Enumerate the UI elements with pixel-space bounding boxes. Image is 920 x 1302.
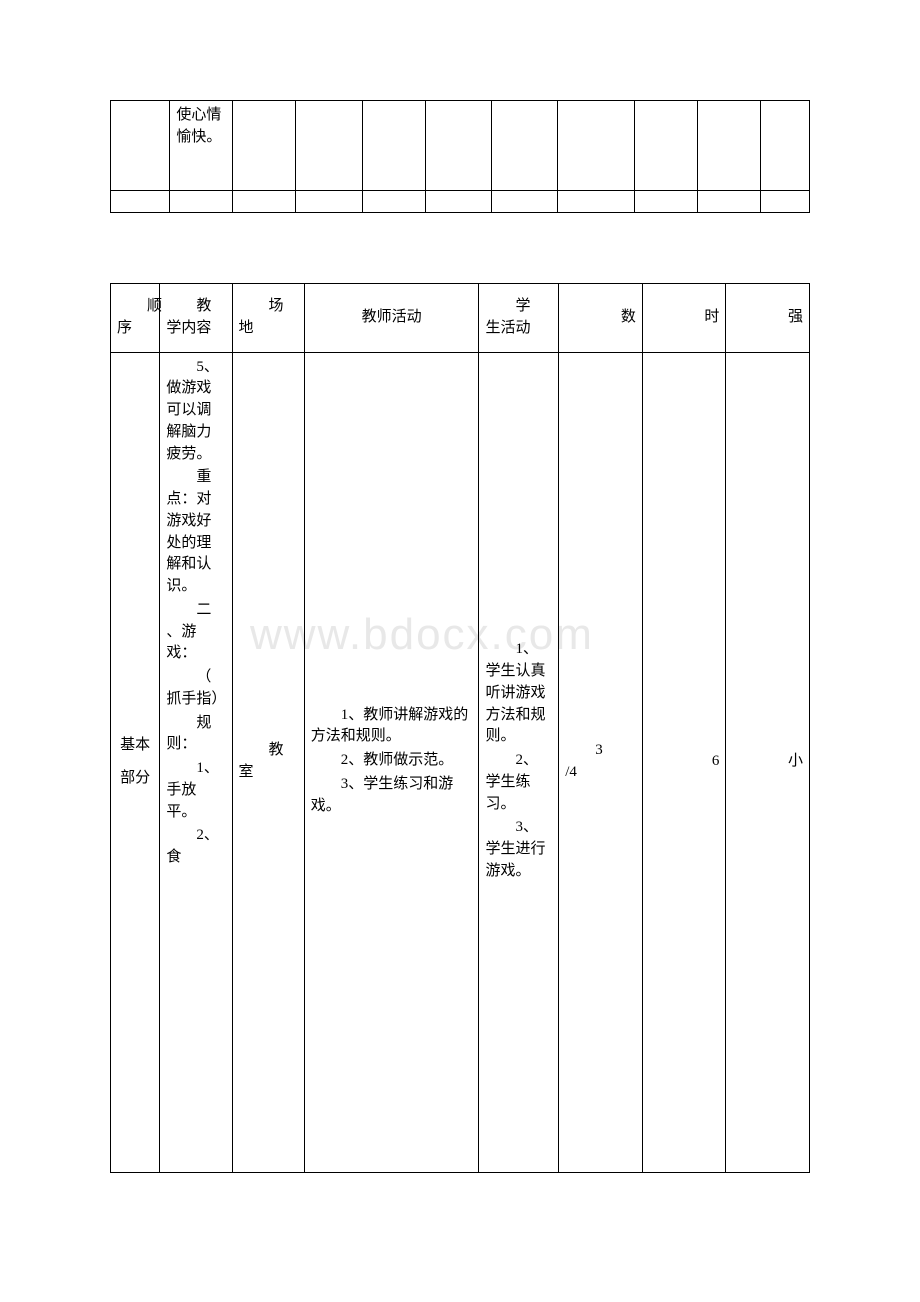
cell-empty (111, 191, 170, 213)
header-count: 数 (559, 284, 643, 353)
header-student-activity: 学生活动 (479, 284, 559, 353)
cell-content: 5、做游戏可以调解脑力疲劳。 重点：对游戏好处的理解和认识。 二、游戏： （抓手… (160, 352, 232, 1172)
cell-empty (425, 101, 491, 191)
cell-time: 6 (642, 352, 726, 1172)
cell-empty (698, 101, 761, 191)
header-sequence: 顺序 (111, 284, 160, 353)
table-header-row: 顺序 教学内容 场地 教师活动 学生活动 数 时 强 (111, 284, 810, 353)
table-row (111, 191, 810, 213)
table-spacer (110, 213, 810, 283)
cell-student-activity: 1、学生认真听讲游戏方法和规则。 2、学生练习。 3、学生进行游戏。 (479, 352, 559, 1172)
table-body-row: 基本部分 5、做游戏可以调解脑力疲劳。 重点：对游戏好处的理解和认识。 二、游戏… (111, 352, 810, 1172)
cell-empty (233, 191, 296, 213)
cell-empty (760, 101, 809, 191)
cell-empty (296, 101, 362, 191)
header-time: 时 (642, 284, 726, 353)
header-intensity: 强 (726, 284, 810, 353)
cell-empty (170, 191, 233, 213)
cell-empty (425, 191, 491, 213)
table-lesson-main: 顺序 教学内容 场地 教师活动 学生活动 数 时 强 基本部分 5、做游戏可以调… (110, 283, 810, 1173)
cell-empty (491, 191, 557, 213)
cell-empty (558, 101, 635, 191)
cell-text: 使心情愉快。 (170, 101, 233, 191)
cell-empty (635, 191, 698, 213)
cell-teacher-activity: 1、教师讲解游戏的方法和规则。 2、教师做示范。 3、学生练习和游戏。 (304, 352, 479, 1172)
cell-sequence: 基本部分 (111, 352, 160, 1172)
table-lesson-top: 使心情愉快。 (110, 100, 810, 213)
header-content: 教学内容 (160, 284, 232, 353)
cell-intensity: 小 (726, 352, 810, 1172)
cell-empty (491, 101, 557, 191)
header-teacher-activity: 教师活动 (304, 284, 479, 353)
header-venue: 场地 (232, 284, 304, 353)
cell-empty (362, 101, 425, 191)
table-row: 使心情愉快。 (111, 101, 810, 191)
cell-count: 3/4 (559, 352, 643, 1172)
cell-empty (296, 191, 362, 213)
cell-empty (635, 101, 698, 191)
cell-venue: 教室 (232, 352, 304, 1172)
cell-empty (233, 101, 296, 191)
cell-empty (362, 191, 425, 213)
cell-empty (558, 191, 635, 213)
cell-empty (698, 191, 761, 213)
cell-empty (760, 191, 809, 213)
cell-empty (111, 101, 170, 191)
